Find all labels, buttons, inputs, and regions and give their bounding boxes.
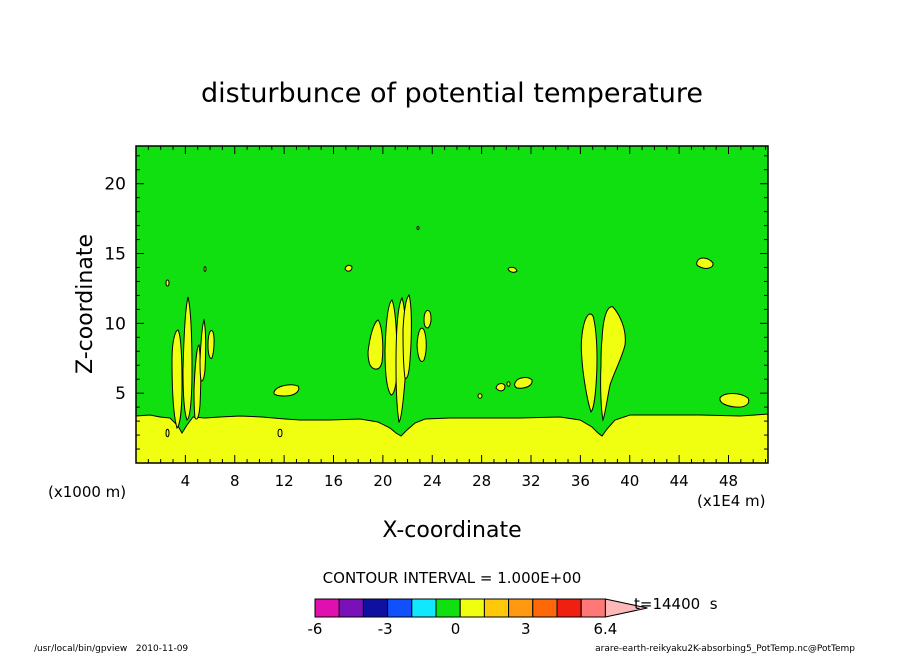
footer-right: arare-earth-reikyaku2K-absorbing5_PotTem… xyxy=(595,644,855,654)
y-tick-label: 10 xyxy=(104,314,126,334)
colorbar-cell xyxy=(556,598,582,618)
y-tick-label: 5 xyxy=(115,384,126,404)
plume-1 xyxy=(165,266,215,438)
y-unit-label: (x1000 m) xyxy=(48,483,126,501)
small-warm-blobs xyxy=(273,257,750,438)
x-tick-label: 16 xyxy=(324,472,343,490)
x-tick-label: 4 xyxy=(181,472,191,490)
colorbar-cell xyxy=(362,598,389,618)
colorbar-cell xyxy=(580,598,606,618)
y-tick-label: 20 xyxy=(104,175,126,195)
colorbar-cell xyxy=(314,598,340,618)
time-label: t=14400 s xyxy=(634,595,718,613)
colorbar-overflow-arrow xyxy=(604,598,648,618)
plot-background xyxy=(136,146,768,463)
colorbar-tick-label: -3 xyxy=(378,620,393,638)
x-tick-label: 12 xyxy=(275,472,294,490)
chart-title: disturbunce of potential temperature xyxy=(201,78,703,109)
colorbar-tick-label: 6.4 xyxy=(593,620,617,638)
x-unit-label: (x1E4 m) xyxy=(697,492,766,510)
footer-left: /usr/local/bin/gpview 2010-11-09 xyxy=(34,644,188,654)
colorbar-cell xyxy=(483,598,510,618)
x-axis-title: X-coordinate xyxy=(382,518,521,543)
x-tick-label: 44 xyxy=(670,472,689,490)
x-tick-label: 36 xyxy=(571,472,590,490)
y-tick-label: 15 xyxy=(104,245,126,265)
x-tick-label: 20 xyxy=(373,472,392,490)
y-axis-ticks: 5 10 15 20 xyxy=(104,155,768,450)
x-axis-ticks: 4 8 12 16 20 24 28 32 36 40 44 48 xyxy=(147,146,767,490)
x-tick-label: 48 xyxy=(719,472,738,490)
colorbar-cell xyxy=(459,598,485,618)
colorbar-cell xyxy=(387,598,413,618)
x-tick-label: 28 xyxy=(472,472,491,490)
y-axis-title: Z-coordinate xyxy=(73,234,98,374)
colorbar-tick-label: 0 xyxy=(451,620,461,638)
colorbar-cell xyxy=(508,598,534,618)
colorbar-cell xyxy=(532,598,558,618)
x-tick-label: 32 xyxy=(521,472,540,490)
colorbar-tick-label: 3 xyxy=(521,620,531,638)
contour-interval: CONTOUR INTERVAL = 1.000E+00 xyxy=(323,569,582,587)
colorbar-cell xyxy=(435,598,461,618)
plume-3 xyxy=(580,306,626,422)
colorbar: -6 -3 0 3 6.4 xyxy=(308,598,648,638)
x-tick-label: 24 xyxy=(423,472,442,490)
colorbar-cell xyxy=(411,598,437,618)
x-tick-label: 8 xyxy=(230,472,240,490)
surface-warm-layer xyxy=(135,413,769,464)
colorbar-tick-label: -6 xyxy=(308,620,323,638)
plume-2 xyxy=(344,226,432,424)
colorbar-cell xyxy=(338,598,364,618)
plot-frame xyxy=(135,145,769,464)
x-tick-label: 40 xyxy=(620,472,639,490)
